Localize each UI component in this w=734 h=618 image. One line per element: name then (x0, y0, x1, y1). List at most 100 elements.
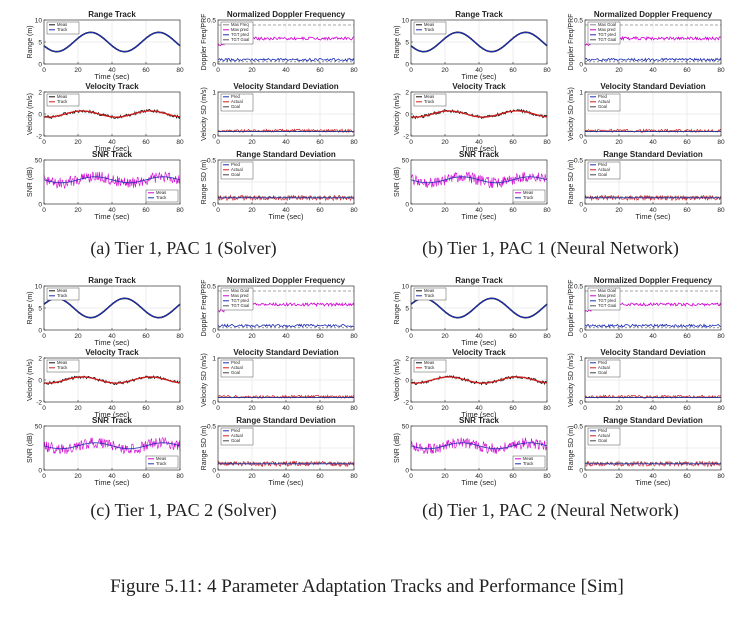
ytick-label: 0 (579, 468, 583, 475)
xtick-label: 20 (441, 333, 449, 340)
xtick-label: 80 (350, 473, 358, 480)
ytick-label: 2 (38, 356, 42, 363)
legend-label: Max Goal (231, 288, 249, 293)
xtick-label: 40 (282, 473, 290, 480)
ytick-label: 0 (38, 328, 42, 335)
legend-label: Track (523, 461, 534, 466)
subplot-title: Range Standard Deviation (603, 150, 703, 159)
legend-label: Actual (231, 365, 243, 370)
subplot-title: Range Standard Deviation (603, 416, 703, 425)
xtick-label: 0 (583, 67, 587, 74)
xtick-label: 40 (475, 139, 483, 146)
xtick-label: 40 (108, 405, 116, 412)
xlabel: Time (sec) (94, 338, 130, 347)
xtick-label: 60 (142, 405, 150, 412)
legend-label: Track (424, 365, 435, 370)
ylabel: Range SD (m) (568, 426, 575, 471)
ylabel: Range SD (m) (201, 160, 208, 205)
xtick-label: 20 (441, 207, 449, 214)
legend-label: Actual (231, 433, 243, 438)
xtick-label: 0 (42, 207, 46, 214)
subplot-range: Range Track 0 5 10 0 20 40 60 80 Time (sec) Range … (394, 10, 551, 81)
xtick-label: 20 (441, 67, 449, 74)
xtick-label: 40 (282, 405, 290, 412)
xtick-label: 20 (615, 139, 623, 146)
xtick-label: 20 (248, 207, 256, 214)
xtick-label: 20 (74, 67, 82, 74)
subplot-range: Range Track 0 5 10 0 20 40 60 80 Time (sec) Range … (27, 276, 184, 347)
range-track-line (410, 31, 548, 53)
xtick-label: 40 (649, 67, 657, 74)
subplot-title: Velocity Track (85, 348, 139, 357)
legend-label: Meas (57, 22, 67, 27)
xtick-label: 20 (74, 139, 82, 146)
xtick-label: 40 (649, 207, 657, 214)
xtick-label: 40 (282, 67, 290, 74)
ytick-label: 0 (405, 328, 409, 335)
xtick-label: 80 (717, 333, 725, 340)
xtick-label: 20 (441, 139, 449, 146)
ylabel: SNR (dB) (394, 433, 401, 463)
ytick-label: 10 (402, 18, 410, 25)
xtick-label: 0 (42, 473, 46, 480)
subplot-rangesd: Range Standard Deviation 0 0.5 0 20 40 60 80 Tim… (568, 416, 725, 487)
xtick-label: 0 (583, 473, 587, 480)
snr-track-line (410, 176, 548, 184)
xtick-label: 60 (683, 333, 691, 340)
subplot-title: Range Standard Deviation (236, 416, 336, 425)
xtick-label: 40 (475, 207, 483, 214)
subplot-title: Normalized Doppler Frequency (594, 10, 713, 19)
ylabel: Range (m) (27, 25, 34, 58)
xtick-label: 80 (543, 139, 551, 146)
xtick-label: 40 (649, 333, 657, 340)
xtick-label: 0 (583, 333, 587, 340)
snr-track-line (43, 442, 181, 450)
subplot-title: Range Track (88, 10, 136, 19)
xtick-label: 60 (142, 207, 150, 214)
ylabel: Range SD (m) (568, 160, 575, 205)
subplot-title: SNR Track (459, 150, 500, 159)
velocity-track-line (410, 376, 548, 384)
xtick-label: 80 (176, 405, 184, 412)
ytick-label: 0 (579, 400, 583, 407)
xtick-label: 20 (615, 333, 623, 340)
xlabel: Time (sec) (461, 338, 497, 347)
xtick-label: 20 (248, 405, 256, 412)
ytick-label: -2 (36, 134, 42, 141)
caption-c: (c) Tier 1, PAC 2 (Solver) (90, 500, 277, 520)
xtick-label: 80 (176, 139, 184, 146)
legend-label: Max pred (598, 27, 616, 32)
xtick-label: 80 (350, 207, 358, 214)
ylabel: Velocity (m/s) (27, 93, 34, 135)
ytick-label: 0.5 (207, 284, 216, 291)
xtick-label: 0 (216, 473, 220, 480)
legend-label: Goal (598, 370, 607, 375)
subplot-title: Normalized Doppler Frequency (227, 10, 346, 19)
ytick-label: 0 (38, 378, 42, 385)
xtick-label: 40 (282, 207, 290, 214)
ytick-label: 0 (405, 62, 409, 69)
xtick-label: 80 (543, 473, 551, 480)
subplot-rangesd: Range Standard Deviation 0 0.5 0 20 40 60 80 Tim… (201, 150, 358, 221)
subplot-snr: SNR Track 0 50 0 20 40 60 80 Time (sec) SNR (dB) M… (27, 150, 184, 221)
ylabel: SNR (dB) (27, 167, 34, 197)
legend-label: Meas (523, 456, 533, 461)
legend-label: Goal (231, 172, 240, 177)
ytick-label: -2 (403, 400, 409, 407)
xtick-label: 60 (509, 473, 517, 480)
ytick-label: 0 (212, 400, 216, 407)
xlabel: Time (sec) (461, 212, 497, 221)
xtick-label: 0 (583, 405, 587, 412)
xtick-label: 80 (176, 333, 184, 340)
legend-label: Pred (231, 428, 241, 433)
